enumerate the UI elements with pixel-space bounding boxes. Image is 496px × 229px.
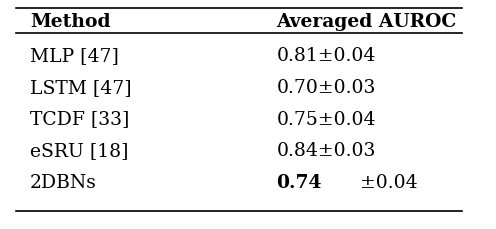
Text: eSRU [18]: eSRU [18]	[30, 142, 128, 160]
Text: 0.81±0.04: 0.81±0.04	[277, 47, 376, 65]
Text: Method: Method	[30, 13, 111, 31]
Text: 0.84±0.03: 0.84±0.03	[277, 142, 376, 160]
Text: MLP [47]: MLP [47]	[30, 47, 119, 65]
Text: 0.70±0.03: 0.70±0.03	[277, 78, 376, 96]
Text: LSTM [47]: LSTM [47]	[30, 78, 131, 96]
Text: Averaged AUROC: Averaged AUROC	[277, 13, 457, 31]
Text: ±0.04: ±0.04	[360, 173, 417, 191]
Text: 0.75±0.04: 0.75±0.04	[277, 110, 376, 128]
Text: TCDF [33]: TCDF [33]	[30, 110, 129, 128]
Text: 0.74: 0.74	[277, 173, 322, 191]
Text: 2DBNs: 2DBNs	[30, 173, 97, 191]
